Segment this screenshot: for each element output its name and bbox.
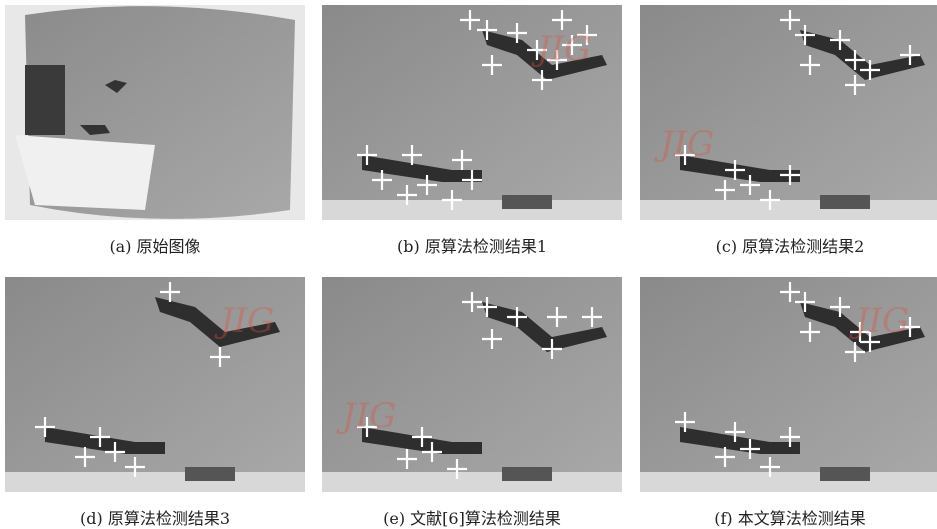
window bbox=[15, 135, 155, 210]
watermark: JIG bbox=[849, 301, 909, 341]
object bbox=[185, 467, 235, 481]
watermark: JIG bbox=[214, 301, 274, 341]
watermark: JIG bbox=[336, 396, 396, 436]
panel-image: JIG bbox=[640, 277, 937, 492]
panel-image: JIG bbox=[322, 277, 622, 492]
floor-edge bbox=[322, 472, 622, 492]
object bbox=[502, 467, 552, 481]
panel-image: JIG bbox=[5, 277, 305, 492]
floor-edge bbox=[322, 200, 622, 220]
caption: (b) 原算法检测结果1 bbox=[322, 233, 622, 257]
caption: (a) 原始图像 bbox=[5, 233, 305, 257]
floor-edge bbox=[640, 472, 937, 492]
object bbox=[502, 195, 552, 209]
floor-edge bbox=[640, 200, 937, 220]
panel-image: JIG bbox=[640, 5, 937, 220]
object bbox=[820, 467, 870, 481]
photo bbox=[640, 5, 937, 220]
panel-image: JIG bbox=[322, 5, 622, 220]
object bbox=[820, 195, 870, 209]
caption: (c) 原算法检测结果2 bbox=[640, 233, 937, 257]
caption: (e) 文献[6]算法检测结果 bbox=[322, 505, 622, 529]
floor-edge bbox=[5, 472, 305, 492]
caption: (d) 原算法检测结果3 bbox=[5, 505, 305, 529]
watermark: JIG bbox=[654, 124, 714, 164]
watermark: JIG bbox=[531, 29, 591, 69]
desk bbox=[25, 65, 65, 135]
figure: (a) 原始图像 JIG (b) 原算法检测结果1 JIG (c) 原算法检测结果2 JI… bbox=[0, 0, 937, 526]
panel-image bbox=[5, 5, 305, 220]
caption: (f) 本文算法检测结果 bbox=[640, 505, 937, 529]
